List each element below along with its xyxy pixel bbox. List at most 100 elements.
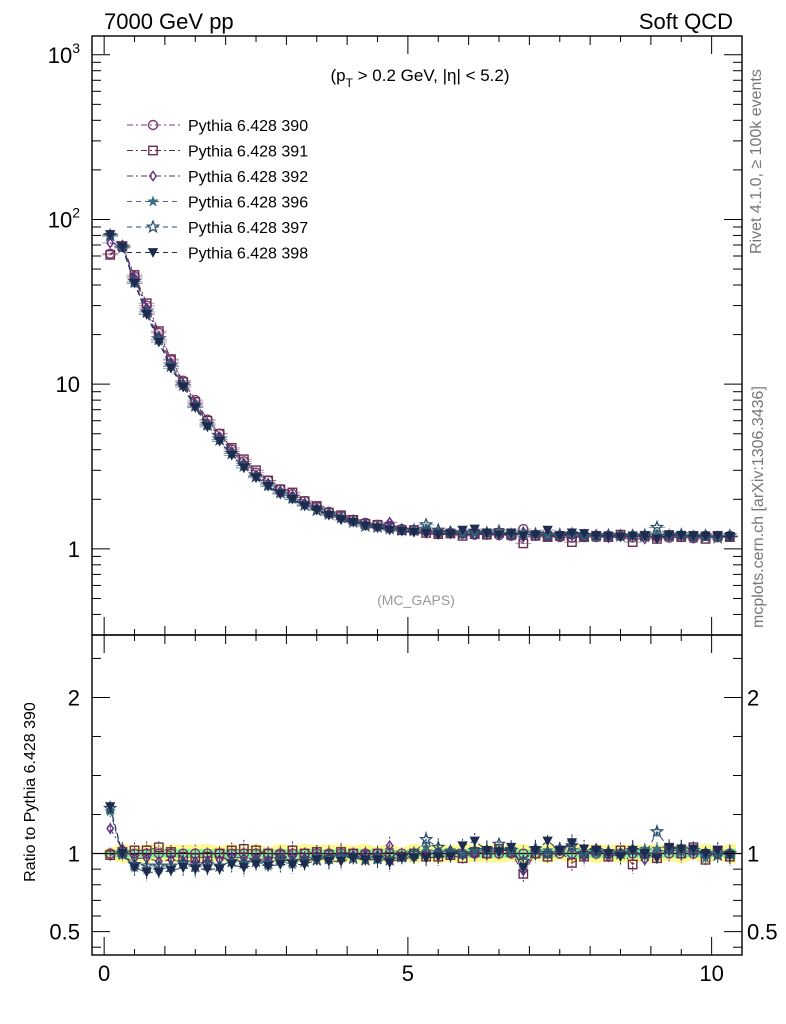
ratio-y-tick-label-left: 2: [68, 685, 80, 710]
mcplots-label: mcplots.cern.ch [arXiv:1306.3436]: [750, 386, 767, 628]
ratio-point: [688, 844, 699, 855]
main-point: [263, 481, 274, 492]
main-point: [129, 278, 140, 289]
ratio-point: [576, 845, 592, 860]
main-point: [505, 528, 517, 539]
x-tick-label: 0: [98, 961, 110, 986]
watermark-label: (MC_GAPS): [377, 592, 455, 608]
legend: Pythia 6.428 390 Pythia 6.428 391 Pythia 6…: [127, 118, 308, 263]
ratio-point: [202, 864, 213, 875]
ratio-point: [263, 861, 274, 872]
main-point: [384, 525, 395, 536]
main-y-tick-label: 102: [48, 204, 80, 232]
ratio-point: [214, 864, 225, 875]
ratio-point: [360, 855, 371, 866]
axes-group: 0 5 10 1 10 102 103 0.5 0.5 1 1 2 2: [48, 35, 778, 986]
main-point: [540, 528, 555, 542]
ratio-point: [457, 841, 468, 852]
main-point: [165, 363, 177, 374]
ratio-point: [190, 864, 201, 875]
ratio-point: [505, 842, 517, 853]
main-point: [433, 530, 444, 541]
main-y-tick-label: 1: [68, 537, 80, 562]
ratio-point: [141, 867, 152, 878]
ratio-point: [311, 855, 322, 866]
ratio-point: [372, 855, 383, 866]
ratio-point: [106, 822, 115, 835]
main-point: [214, 436, 225, 447]
main-point: [627, 531, 638, 542]
main-point: [420, 529, 432, 539]
ratio-point: [566, 838, 578, 848]
main-point: [105, 230, 116, 240]
main-point: [323, 510, 335, 521]
ratio-point: [651, 853, 663, 864]
ratio-point: [385, 840, 394, 852]
ratio-series-line: [110, 846, 731, 875]
plot-title: (pT > 0.2 GeV, |η| < 5.2): [330, 66, 509, 90]
ratio-point: [275, 860, 286, 870]
ratio-point: [177, 863, 189, 873]
ratio-point: [564, 838, 580, 852]
ratio-point: [384, 858, 395, 869]
legend-marker: [145, 219, 161, 234]
ratio-point: [591, 846, 602, 856]
main-series-6: [102, 230, 738, 545]
ratio-point: [627, 846, 638, 856]
main-point: [615, 532, 626, 543]
main-point: [250, 473, 262, 484]
main-point: [238, 463, 250, 474]
ratio-point: [663, 842, 675, 853]
legend-label: Pythia 6.428 390: [188, 118, 308, 135]
ratio-point: [299, 860, 310, 870]
main-point: [445, 529, 456, 540]
main-point: [117, 242, 128, 253]
ratio-y-tick-label-left: 1: [68, 842, 80, 867]
ratio-point: [348, 853, 359, 864]
ratio-point: [323, 856, 335, 867]
ratio-point: [165, 866, 177, 877]
ratio-point: [615, 852, 626, 863]
main-series-line: [109, 234, 730, 540]
legend-entry-2: Pythia 6.428 391: [127, 144, 308, 161]
main-point: [177, 382, 189, 393]
ratio-point: [467, 842, 482, 857]
main-point: [518, 531, 529, 542]
legend-label: Pythia 6.428 396: [188, 195, 308, 212]
ratio-point: [542, 836, 553, 847]
legend-label: Pythia 6.428 398: [188, 246, 308, 263]
x-tick-label: 5: [402, 961, 414, 986]
ratio-point: [639, 849, 650, 859]
legend-marker: [147, 248, 159, 258]
main-point: [554, 531, 565, 542]
ratio-series-group: [103, 800, 738, 882]
main-point: [299, 501, 310, 512]
main-point: [153, 337, 164, 348]
ratio-point: [567, 858, 577, 868]
ratio-point: [105, 802, 116, 813]
header-right-label: Soft QCD: [639, 9, 733, 34]
ratio-point: [469, 836, 480, 847]
ratio-point: [700, 849, 711, 859]
ratio-point: [396, 853, 407, 864]
ratio-point: [627, 859, 638, 870]
main-point: [578, 529, 590, 539]
main-point: [287, 494, 298, 505]
ratio-y-tick-label-right: 1: [747, 842, 759, 867]
main-point: [493, 530, 505, 541]
ratio-point: [117, 849, 128, 859]
main-point: [469, 524, 480, 535]
header-left-label: 7000 GeV pp: [104, 9, 234, 34]
ratio-point: [603, 849, 614, 859]
main-y-tick-label: 10: [56, 372, 80, 397]
main-point: [467, 525, 482, 540]
ratio-point: [418, 831, 434, 846]
main-point: [542, 525, 553, 536]
legend-entry-3: Pythia 6.428 392: [127, 169, 308, 186]
ratio-point: [335, 856, 347, 867]
rivet-version-label: Rivet 4.1.0, ≥ 100k events: [748, 69, 765, 254]
main-point: [676, 530, 687, 541]
ratio-point: [676, 844, 687, 855]
ratio-point: [651, 842, 663, 854]
ratio-point: [455, 845, 470, 860]
